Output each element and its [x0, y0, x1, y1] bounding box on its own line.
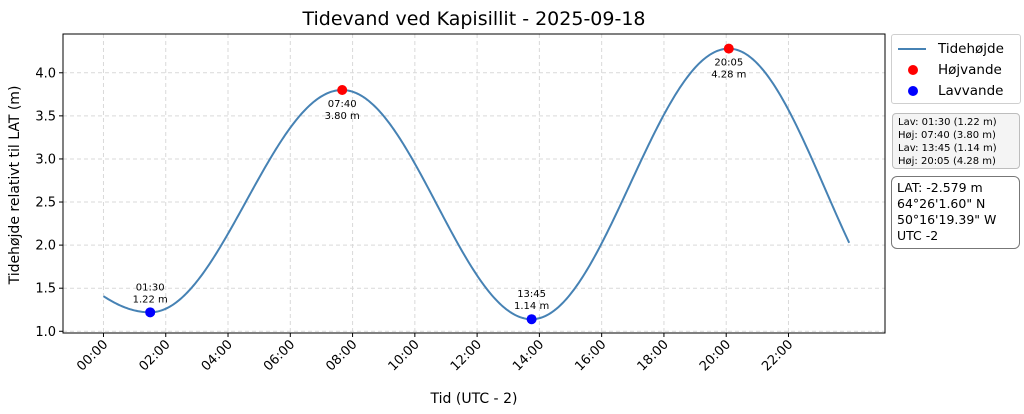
plot-area: [62, 33, 886, 334]
low-water-time-label: 01:30: [136, 282, 165, 293]
location-info-box: LAT: -2.579 m 64°26'1.60" N 50°16'19.39"…: [891, 176, 1020, 249]
marker-layer: 07:403.80 m 20:054.28 m 01:301.22 m 13:451.…: [133, 43, 746, 325]
legend-dot-swatch: [908, 65, 918, 75]
high-water-height-label: 3.80 m: [325, 111, 360, 122]
summary-line: Lav: 13:45 (1.14 m): [898, 143, 997, 154]
legend-dot-swatch: [908, 86, 918, 96]
low-water-time-label: 13:45: [517, 289, 546, 300]
y-tick-label: 3.0: [35, 152, 56, 167]
high-water-marker: [723, 43, 734, 54]
x-tick-label: 16:00: [572, 337, 609, 374]
high-water-height-label: 4.28 m: [711, 70, 746, 81]
y-axis-label: Tidehøjde relativt til LAT (m): [7, 86, 23, 286]
summary-line: Høj: 20:05 (4.28 m): [898, 156, 996, 167]
high-water-time-label: 07:40: [328, 99, 357, 110]
x-tick-label: 06:00: [261, 337, 298, 374]
low-water-height-label: 1.14 m: [514, 301, 549, 312]
summary-line: Høj: 07:40 (3.80 m): [898, 130, 996, 141]
legend-label: Højvande: [938, 62, 1002, 78]
info-timezone: UTC -2: [897, 228, 939, 243]
low-water-marker: [145, 307, 156, 318]
x-tick-label: 02:00: [136, 337, 173, 374]
grid: [63, 34, 885, 333]
chart-title: Tidevand ved Kapisillit - 2025-09-18: [301, 8, 645, 30]
legend-label: Lavvande: [938, 83, 1004, 99]
y-tick-label: 4.0: [35, 66, 56, 81]
x-axis-label: Tid (UTC - 2): [430, 391, 518, 407]
tide-summary-box: Lav: 01:30 (1.22 m) Høj: 07:40 (3.80 m) …: [892, 113, 1020, 169]
x-tick-label: 04:00: [199, 337, 236, 374]
x-tick-label: 22:00: [759, 337, 796, 374]
x-tick-label: 14:00: [510, 337, 547, 374]
legend-label: Tidehøjde: [938, 41, 1004, 57]
info-longitude: 50°16'19.39" W: [897, 212, 997, 227]
x-tick-label: 08:00: [323, 337, 360, 374]
legend-item-tidehojde: Tidehøjde: [898, 39, 1004, 59]
high-water-marker: [337, 85, 348, 96]
summary-line: Lav: 01:30 (1.22 m): [898, 117, 997, 128]
y-tick-label: 3.5: [35, 109, 56, 124]
y-tick-label: 1.5: [35, 282, 56, 297]
axes: 00:00 02:00 04:00 06:00 08:00 10:00 12:00 14:00…: [35, 66, 796, 374]
legend-item-hojvande: Højvande: [898, 60, 1002, 80]
low-water-height-label: 1.22 m: [133, 294, 168, 305]
legend-item-lavvande: Lavvande: [898, 81, 1003, 101]
info-latitude: 64°26'1.60" N: [897, 196, 986, 211]
x-tick-label: 18:00: [635, 337, 672, 374]
x-tick-label: 10:00: [386, 337, 423, 374]
legend-line-swatch: [898, 48, 926, 50]
low-water-marker: [526, 314, 537, 325]
legend: Tidehøjde Højvande Lavvande: [891, 34, 1021, 104]
x-tick-label: 00:00: [74, 337, 111, 374]
x-tick-label: 12:00: [448, 337, 485, 374]
series-layer: [102, 47, 851, 321]
high-water-time-label: 20:05: [714, 58, 743, 69]
y-tick-label: 2.0: [35, 239, 56, 254]
info-lat: LAT: -2.579 m: [897, 180, 983, 195]
y-tick-label: 2.5: [35, 196, 56, 211]
x-tick-label: 20:00: [697, 337, 734, 374]
tide-height-line: [102, 47, 851, 321]
y-tick-label: 1.0: [35, 325, 56, 340]
